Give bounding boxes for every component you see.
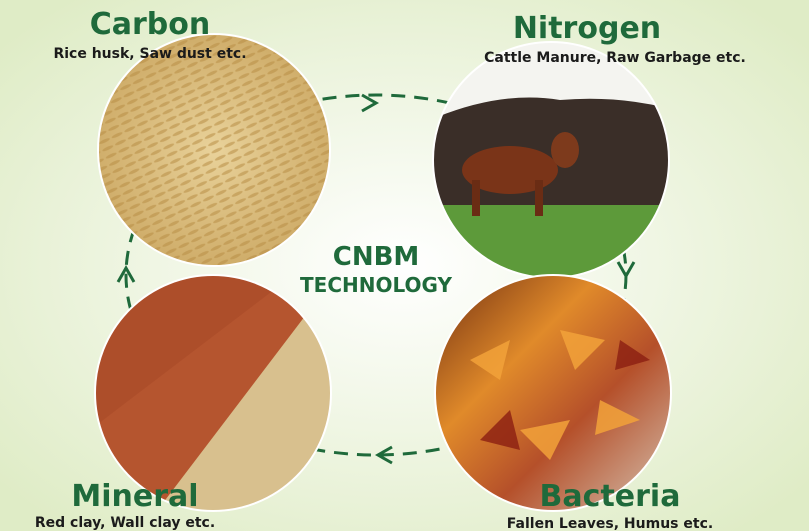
mineral-ring <box>94 274 332 512</box>
center-subtitle: TECHNOLOGY <box>300 273 452 297</box>
bacteria-ring <box>434 274 672 512</box>
node-label: Mineral <box>71 479 198 514</box>
arrow-down <box>616 261 636 280</box>
carbon-ring <box>97 33 331 267</box>
center-title: CNBM <box>333 242 420 272</box>
node-label: Carbon <box>90 7 211 42</box>
node-description: Cattle Manure, Raw Garbage etc. <box>484 50 746 66</box>
node-label: Nitrogen <box>513 11 661 46</box>
mineral-image <box>95 275 331 511</box>
node-description: Red clay, Wall clay etc. <box>35 515 215 531</box>
node-description: Rice husk, Saw dust etc. <box>53 46 246 62</box>
bacteria-image <box>435 275 671 511</box>
arrow-left <box>374 445 393 465</box>
arrow-up <box>116 264 136 283</box>
node-description: Fallen Leaves, Humus etc. <box>507 516 713 531</box>
arrow-right <box>361 93 380 113</box>
node-label: Bacteria <box>540 479 681 514</box>
carbon-image <box>98 34 330 266</box>
